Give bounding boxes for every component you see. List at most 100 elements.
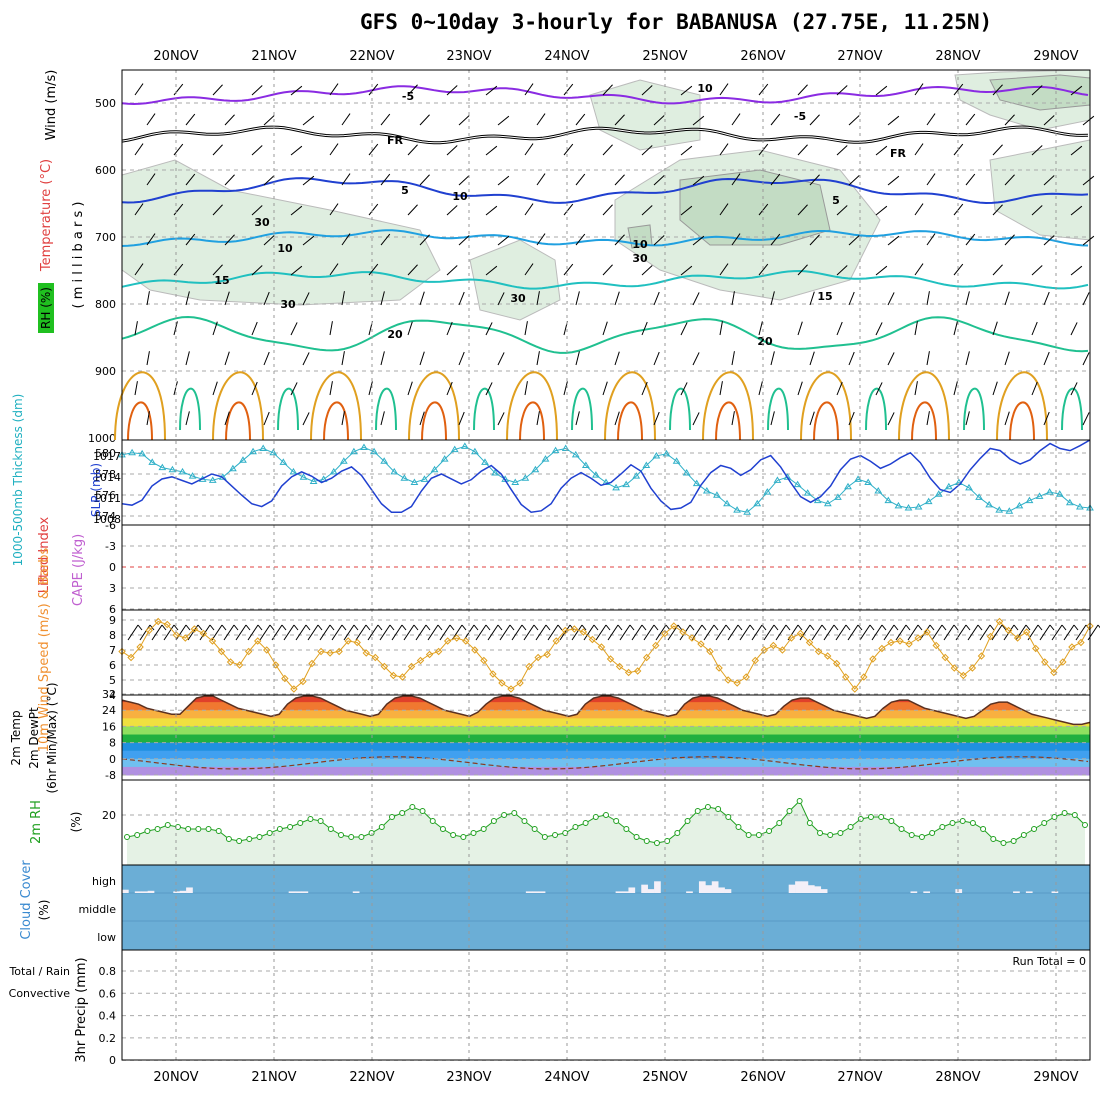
wind-barb [575,291,580,306]
wind-barb [302,412,310,426]
wind-barb [1070,85,1083,96]
wind-speed-point [516,679,524,687]
cloud-bar [301,891,309,893]
wind-speed-point [950,664,959,672]
wind10-barb [151,624,163,641]
wind10-barb-flag [965,624,971,631]
thickness-point [642,461,651,468]
wind-barb [614,114,625,126]
wind-barb [368,203,379,216]
thickness-point [229,464,237,472]
rh-point [1051,814,1058,820]
wind-barb [446,381,453,396]
rh-point [185,826,192,832]
wind-barb [770,291,775,306]
wind-barb [185,173,196,186]
wind10-barb-flag [245,624,251,631]
wind-barb [263,175,275,186]
wind-speed-point [561,626,569,635]
wind-barb [212,144,223,156]
wind10-barb-flag [413,624,419,631]
wind10-barb-flag [209,624,215,631]
tick-wind: 9 [109,614,116,627]
rh-point [1082,822,1088,828]
wind-barb [380,173,391,186]
cloud-bar [705,885,713,893]
wind10-barb [1051,624,1063,641]
wind-speed-point [299,677,307,686]
rh-point [918,834,925,840]
wind-barb [575,411,580,426]
wind-barb [1031,381,1038,396]
wind-speed-point [353,638,361,647]
wind-barb [926,113,936,126]
wind-barb [407,381,413,396]
wind-speed-point [832,659,841,668]
wind-barb [251,205,263,216]
wind-speed-point [136,643,144,651]
wind-speed-point [823,652,832,660]
wind10-barb-flag [809,624,815,631]
temp-band [122,718,1090,727]
contour-30 [715,401,741,441]
ylabel-temp: Temperature (°C) [39,159,54,272]
wind-barb [224,234,235,246]
contour-label: 20 [757,335,773,348]
contour-label: 30 [280,298,296,311]
wind-barb [497,115,510,126]
wind-barb [602,144,613,156]
thickness-point [521,474,530,481]
wind10-barb-flag [377,624,383,631]
wind-barb [875,145,888,156]
wind-barb [212,321,218,336]
wind-speed-point [416,656,425,665]
ylabel-precip-convective: Convective [9,987,71,1000]
cloud-bar [698,881,706,893]
wind-barb [875,382,883,396]
wind10-barb-flag [173,624,179,631]
wind-barb [419,411,425,426]
wind10-barb [859,624,871,641]
wind10-barb-flag [773,624,779,631]
wind10-barb-flag [353,624,359,631]
wind10-barb [559,624,571,641]
thickness-point [702,487,711,494]
wind-barb [134,83,144,96]
wind-barb [731,351,735,366]
contour-label: -5 [402,90,414,103]
rh-point [297,820,304,826]
wind-barb [380,411,385,426]
wind-barb [680,85,693,96]
wind-barb [1070,145,1083,156]
wind10-barb-flag [941,624,947,631]
wind-barb [407,204,418,216]
wind-barb [1070,265,1083,276]
wind10-barb [583,624,595,641]
temp-band [122,702,1090,711]
contour-label: 10 [452,190,468,203]
thickness-point [158,463,167,471]
wind-speed-point [335,647,343,656]
thickness-point [652,451,661,459]
cloud-bar [795,881,802,893]
wind-barb [731,411,735,426]
wind-barb [368,263,379,276]
rh-point [378,824,385,830]
thickness-point [1055,490,1064,497]
tick-li: -3 [105,540,116,553]
rh-point [715,806,722,812]
wind-speed-point [181,634,190,642]
rh-point [429,818,436,824]
wind10-barb [691,624,703,641]
wind10-barb [379,624,391,641]
wind10-barb-flag [629,624,635,631]
wind-barb [536,351,540,366]
wind-barb [887,235,900,246]
wind-speed-point [1022,628,1031,636]
rh-point [755,832,762,838]
wind-barb [1004,114,1015,126]
wind-barb [809,291,815,306]
thickness-point [743,508,752,515]
wind10-barb [247,624,259,641]
tick-precip: 0.8 [99,965,117,978]
